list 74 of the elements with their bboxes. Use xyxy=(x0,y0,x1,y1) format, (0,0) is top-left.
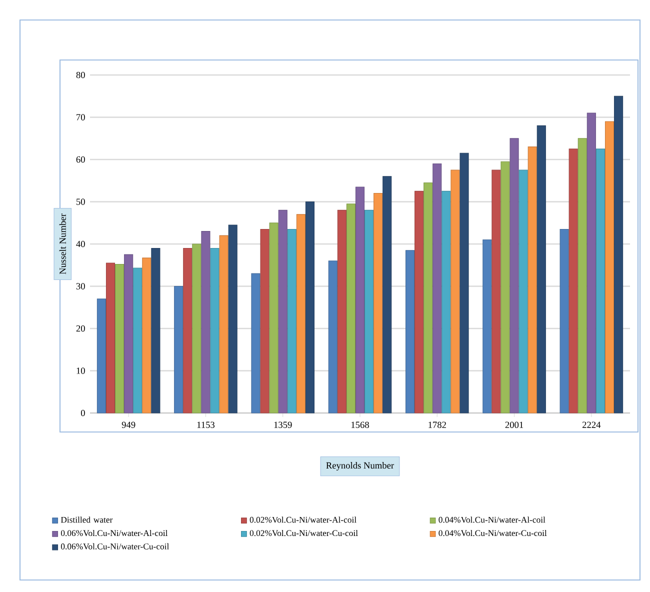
legend-label: 0.06%Vol.Cu-Ni/water-Al-coil xyxy=(61,530,168,536)
x-tick-label: 2001 xyxy=(505,422,524,428)
bar xyxy=(287,228,296,414)
bar xyxy=(296,214,306,414)
bar xyxy=(432,163,442,414)
bar xyxy=(604,121,614,414)
bar xyxy=(142,258,152,414)
bar xyxy=(614,96,624,414)
bar xyxy=(337,210,346,414)
bar xyxy=(210,248,220,414)
bar xyxy=(346,204,356,414)
bar xyxy=(96,298,106,414)
bar xyxy=(115,264,124,414)
bar xyxy=(133,268,142,414)
bar xyxy=(460,152,469,414)
bar xyxy=(278,210,288,414)
bar xyxy=(568,148,578,414)
bar xyxy=(492,170,501,414)
bar xyxy=(528,146,537,414)
bar xyxy=(596,148,605,414)
bar xyxy=(269,222,278,414)
x-tick-label: 949 xyxy=(122,422,136,428)
bar xyxy=(219,235,228,414)
y-tick-label: 20 xyxy=(76,325,85,332)
legend-label: 0.02%Vol.Cu-Ni/water-Cu-coil xyxy=(250,530,358,536)
bar xyxy=(424,182,433,414)
x-tick-label: 2224 xyxy=(582,422,601,428)
y-tick-label: 70 xyxy=(76,114,85,120)
x-tick-label: 1568 xyxy=(351,422,369,428)
bar xyxy=(183,248,192,414)
y-tick-label: 0 xyxy=(80,410,85,416)
bar xyxy=(192,244,202,414)
bar xyxy=(106,262,116,414)
x-tick-label: 1359 xyxy=(274,422,292,428)
bar xyxy=(151,248,160,414)
bar xyxy=(518,170,528,414)
x-tick-label: 1782 xyxy=(428,422,446,428)
bar xyxy=(174,286,184,414)
bar xyxy=(450,170,460,414)
bar xyxy=(374,193,383,414)
bar xyxy=(578,138,587,414)
y-tick-label: 10 xyxy=(76,368,85,374)
bar xyxy=(442,190,451,414)
x-axis-title: Reynolds Number xyxy=(326,462,394,471)
y-axis-title: Nusselt Number xyxy=(59,214,66,274)
bar xyxy=(305,201,314,414)
bar xyxy=(124,254,134,414)
x-tick-label: 1153 xyxy=(197,422,215,428)
y-tick-label: 60 xyxy=(76,156,85,163)
legend-label: 0.02%Vol.Cu-Ni/water-Al-coil xyxy=(250,516,356,523)
y-tick-label: 30 xyxy=(76,283,85,290)
bar xyxy=(251,273,260,414)
bar xyxy=(586,112,596,414)
legend-label: Distilled water xyxy=(60,516,113,523)
bar xyxy=(328,260,338,414)
bar xyxy=(364,210,374,414)
bar xyxy=(500,161,510,414)
bar xyxy=(406,250,415,414)
legend-label: 0.04%Vol.Cu-Ni/water-Al-coil xyxy=(438,516,546,523)
bar xyxy=(228,224,238,414)
legend-label: 0.04%Vol.Cu-Ni/water-Cu-coil xyxy=(438,530,547,536)
y-tick-label: 80 xyxy=(76,72,85,78)
bar xyxy=(560,228,569,414)
bar xyxy=(536,125,546,414)
legend-label: 0.06%Vol.Cu-Ni/water-Cu-coil xyxy=(61,543,169,550)
bar xyxy=(201,231,210,414)
bar xyxy=(414,190,424,414)
y-tick-label: 50 xyxy=(76,198,85,205)
bar xyxy=(382,176,392,414)
bar xyxy=(260,228,270,414)
y-tick-label: 40 xyxy=(76,240,85,248)
bar xyxy=(355,186,365,414)
bar xyxy=(510,138,519,414)
bar xyxy=(482,240,492,414)
